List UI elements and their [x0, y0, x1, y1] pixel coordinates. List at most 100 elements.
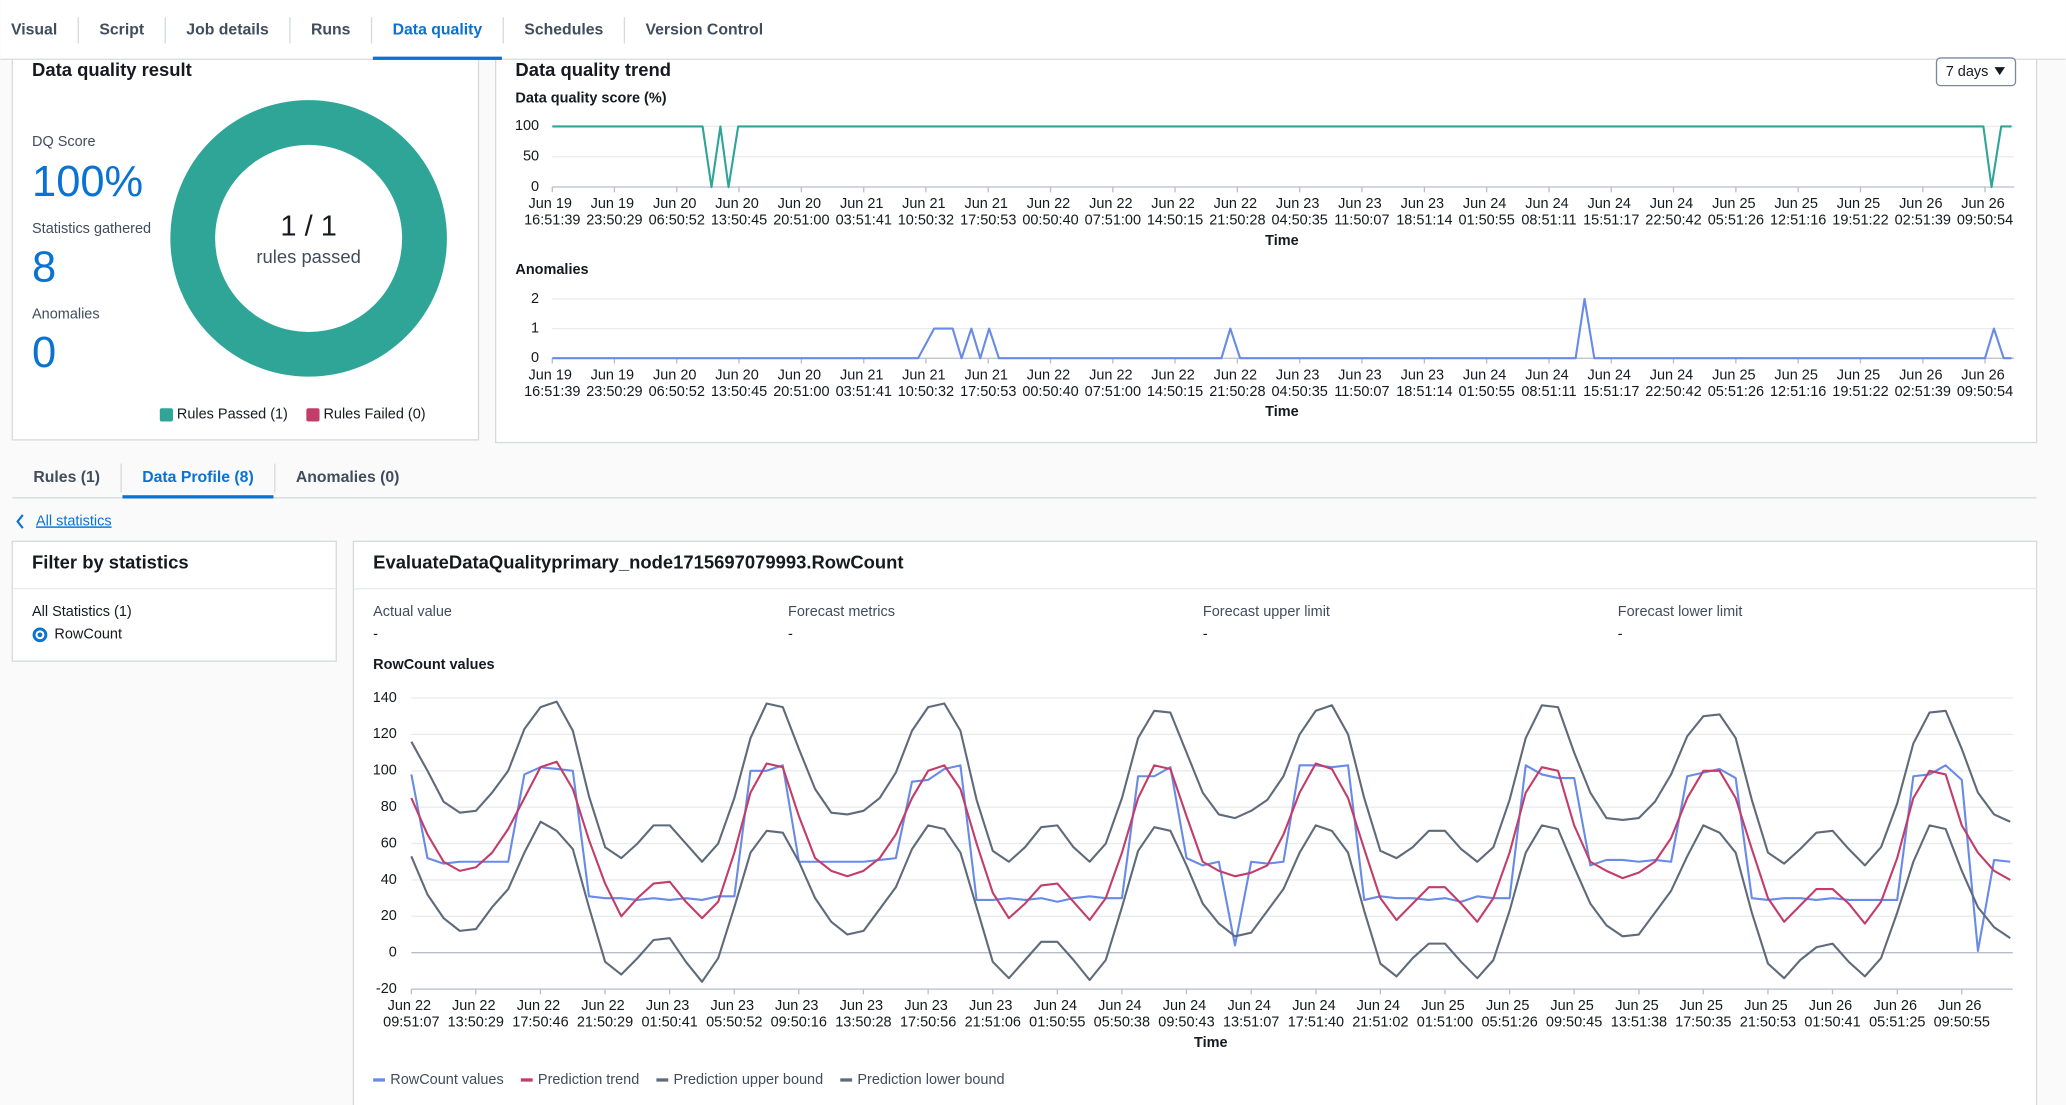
x-axis-label: Time [1194, 1035, 1228, 1051]
dropdown-value[interactable]: 7 days [1946, 64, 1989, 80]
tick-label-line: Jun 25 [1837, 367, 1884, 383]
tick-label-line: Jun 23 [1401, 367, 1448, 383]
tick-label-line: 16:51:39 [524, 212, 580, 228]
tick-label-line: Jun 26 [1961, 196, 2008, 212]
x-tick-label: Jun 24 15:51:17 [1583, 196, 1639, 228]
tick-label-line: Jun 21 [902, 367, 949, 383]
tick-label-line: 11:50:07 [1334, 212, 1389, 228]
tick-label-line: Jun 24 [1463, 367, 1510, 383]
tab[interactable]: Anomalies (0) [296, 469, 400, 486]
x-tick-label: Jun 24 21:51:02 [1352, 998, 1408, 1030]
tick-label-line: 15:51:17 [1583, 384, 1639, 400]
tick-label-line: 12:51:16 [1770, 212, 1826, 228]
donut-center-label: 1 / 1 [280, 211, 336, 243]
tick-label-line: 00:50:40 [1022, 212, 1078, 228]
x-tick-label: Jun 22 14:50:15 [1147, 196, 1203, 228]
tick-label-line: Jun 19 [529, 196, 576, 212]
x-tick-label: Jun 22 21:50:28 [1209, 196, 1265, 228]
x-tick-label: Jun 22 13:50:29 [448, 998, 504, 1030]
x-tick-label: Jun 22 07:51:00 [1085, 196, 1141, 228]
x-tick-label: Jun 19 16:51:39 [524, 367, 580, 399]
tick-label-line: 20:51:00 [773, 212, 829, 228]
tick-label-line: 03:51:41 [836, 212, 892, 228]
x-tick-label: Jun 24 01:50:55 [1458, 367, 1514, 399]
tick-label-line: Jun 22 [517, 998, 564, 1014]
x-tick-label: Jun 21 03:51:41 [836, 367, 892, 399]
tab[interactable]: Job details [186, 21, 269, 38]
tick-label-line: Jun 23 [1338, 196, 1385, 212]
tab[interactable]: Version Control [645, 21, 763, 38]
chart-title: RowCount values [373, 657, 494, 673]
tab[interactable]: Schedules [524, 21, 603, 38]
x-tick-label: Jun 25 17:50:35 [1675, 998, 1731, 1030]
donut-slice [170, 100, 447, 377]
dropdown-box[interactable] [1935, 57, 2017, 87]
tab[interactable]: Rules (1) [33, 469, 100, 486]
x-tick-label: Jun 21 10:50:32 [898, 367, 954, 399]
tick-label-line: 21:50:29 [577, 1015, 633, 1031]
tick-label-line: 05:51:25 [1869, 1015, 1925, 1031]
tick-label-line: 23:50:29 [586, 212, 642, 228]
tick-label-line: 18:51:14 [1396, 384, 1452, 400]
tick-label-line: Jun 24 [1463, 196, 1510, 212]
range-dropdown[interactable]: 7 days [1935, 57, 2017, 87]
data-line [552, 297, 2012, 360]
tick-label-line: 09:50:54 [1957, 384, 2013, 400]
tick-label-line: Jun 22 [1151, 196, 1198, 212]
tick-label-line: 01:50:41 [1804, 1015, 1860, 1031]
tick-label-line: Jun 20 [778, 367, 825, 383]
tick-label-line: Jun 23 [711, 998, 758, 1014]
tick-label-line: Jun 23 [1401, 196, 1448, 212]
tick-label-line: Jun 23 [1338, 367, 1385, 383]
chart-title: Anomalies [515, 262, 588, 278]
tick-label-line: 08:51:11 [1521, 212, 1576, 228]
tick-label-line: 17:51:40 [1288, 1015, 1344, 1031]
top-tabs: Visual Script Job details Runs Data quality S… [11, 17, 763, 60]
tick-label-line: Jun 21 [840, 196, 887, 212]
tick-label-line: Jun 22 [1151, 367, 1198, 383]
tick-label-line: 19:51:22 [1832, 384, 1888, 400]
metric-label: Forecast upper limit [1203, 604, 1330, 620]
tick-label-line: 01:50:55 [1029, 1015, 1085, 1031]
x-tick-label: Jun 23 18:51:14 [1396, 196, 1452, 228]
metric-value: - [1203, 627, 1208, 643]
x-tick-label: Jun 19 16:51:39 [524, 196, 580, 228]
x-tick-label: Jun 26 05:51:25 [1869, 998, 1925, 1030]
x-tick-label: Jun 25 21:50:53 [1740, 998, 1796, 1030]
tick-label-line: 04:50:35 [1272, 212, 1328, 228]
x-tick-label: Jun 22 17:50:46 [512, 998, 568, 1030]
tick-label-line: 21:50:53 [1740, 1015, 1796, 1031]
tick-label-line: Jun 20 [778, 196, 825, 212]
y-tick-label: 50 [523, 149, 539, 165]
x-tick-label: Jun 22 00:50:40 [1022, 196, 1078, 228]
back-link[interactable]: All statistics [36, 513, 112, 529]
tab[interactable]: Data quality [393, 21, 483, 38]
tick-label-line: 21:50:28 [1209, 212, 1265, 228]
x-tick-label: Jun 22 21:50:29 [577, 998, 633, 1030]
tab[interactable]: Data Profile (8) [142, 469, 253, 486]
metric-label: Forecast lower limit [1618, 604, 1743, 620]
tick-label-line: 23:50:29 [586, 384, 642, 400]
detail-panel [352, 540, 2038, 1105]
tick-label-line: Jun 23 [646, 998, 693, 1014]
donut-center-sublabel: rules passed [256, 246, 360, 267]
data-line [410, 760, 2011, 925]
legend-label: Rules Passed (1) [177, 407, 288, 423]
result-panel [11, 38, 480, 441]
metric-label: Forecast metrics [788, 604, 895, 620]
filter-option[interactable]: RowCount [54, 627, 122, 643]
tick-label-line: Jun 26 [1899, 196, 1946, 212]
tick-label-line: Jun 22 [581, 998, 628, 1014]
metric-value: - [373, 627, 378, 643]
tab[interactable]: Script [99, 21, 145, 38]
tab[interactable]: Visual [11, 21, 57, 38]
tab[interactable]: Runs [311, 21, 351, 38]
back-chevron[interactable] [16, 514, 24, 529]
tick-label-line: Jun 21 [840, 367, 887, 383]
tick-label-line: 14:50:15 [1147, 384, 1203, 400]
tick-label-line: Jun 26 [1874, 998, 1921, 1014]
x-tick-label: Jun 23 04:50:35 [1272, 367, 1328, 399]
tick-label-line: 13:50:45 [711, 212, 767, 228]
tick-label-line: Jun 24 [1588, 196, 1635, 212]
